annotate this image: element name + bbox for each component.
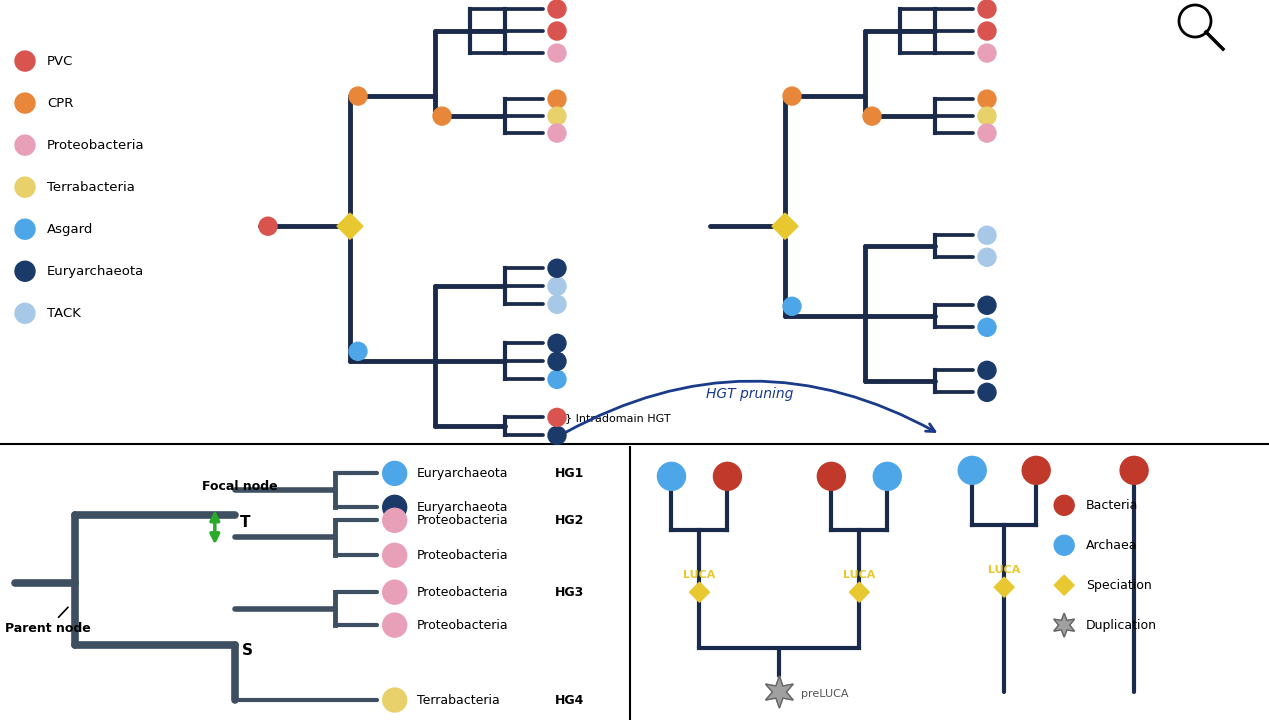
Text: Asgard: Asgard	[47, 222, 94, 235]
Polygon shape	[338, 213, 363, 239]
Circle shape	[383, 580, 406, 604]
FancyArrowPatch shape	[565, 381, 935, 433]
Text: HGT pruning: HGT pruning	[707, 387, 793, 401]
Circle shape	[15, 93, 36, 113]
Polygon shape	[1055, 575, 1074, 595]
Polygon shape	[689, 582, 709, 602]
Polygon shape	[765, 676, 793, 708]
Circle shape	[15, 135, 36, 155]
Text: } Intradomain HGT: } Intradomain HGT	[565, 413, 670, 423]
Text: HG4: HG4	[555, 693, 585, 706]
Text: PVC: PVC	[47, 55, 74, 68]
Text: TACK: TACK	[47, 307, 81, 320]
Circle shape	[978, 248, 996, 266]
Circle shape	[1121, 456, 1148, 485]
Text: Proteobacteria: Proteobacteria	[416, 549, 509, 562]
Circle shape	[978, 90, 996, 108]
Polygon shape	[849, 582, 869, 602]
Circle shape	[657, 462, 685, 490]
Text: preLUCA: preLUCA	[801, 689, 849, 699]
Polygon shape	[772, 213, 798, 239]
Circle shape	[978, 22, 996, 40]
Text: Terrabacteria: Terrabacteria	[416, 693, 500, 706]
Circle shape	[978, 0, 996, 18]
Text: Duplication: Duplication	[1086, 618, 1157, 631]
Circle shape	[548, 259, 566, 277]
Circle shape	[978, 226, 996, 244]
Circle shape	[978, 124, 996, 142]
Circle shape	[383, 688, 406, 712]
Circle shape	[548, 44, 566, 62]
Circle shape	[1055, 495, 1074, 516]
Circle shape	[978, 296, 996, 315]
Circle shape	[548, 277, 566, 295]
Circle shape	[548, 90, 566, 108]
Text: S: S	[242, 643, 253, 658]
Circle shape	[259, 217, 277, 235]
Circle shape	[15, 261, 36, 282]
Circle shape	[383, 544, 406, 567]
Circle shape	[548, 295, 566, 313]
Circle shape	[783, 87, 801, 105]
Circle shape	[548, 124, 566, 142]
Text: LUCA: LUCA	[843, 570, 876, 580]
Circle shape	[978, 107, 996, 125]
Circle shape	[548, 426, 566, 444]
Circle shape	[548, 0, 566, 18]
Circle shape	[548, 408, 566, 426]
Circle shape	[817, 462, 845, 490]
Text: Parent node: Parent node	[5, 607, 91, 635]
Text: HG2: HG2	[555, 514, 585, 527]
Text: LUCA: LUCA	[989, 565, 1020, 575]
Text: Archaea: Archaea	[1086, 539, 1137, 552]
Circle shape	[349, 87, 367, 105]
Circle shape	[548, 22, 566, 40]
Circle shape	[978, 318, 996, 336]
Text: Terrabacteria: Terrabacteria	[47, 181, 135, 194]
Circle shape	[383, 495, 406, 519]
Circle shape	[873, 462, 901, 490]
Circle shape	[15, 303, 36, 323]
Polygon shape	[1053, 613, 1075, 637]
Text: LUCA: LUCA	[683, 570, 716, 580]
Text: Proteobacteria: Proteobacteria	[416, 618, 509, 631]
Text: Proteobacteria: Proteobacteria	[47, 139, 145, 152]
Circle shape	[15, 219, 36, 239]
Circle shape	[978, 383, 996, 401]
Circle shape	[863, 107, 881, 125]
Circle shape	[1192, 15, 1200, 25]
Circle shape	[548, 352, 566, 370]
Text: Proteobacteria: Proteobacteria	[416, 585, 509, 599]
Circle shape	[349, 342, 367, 360]
Circle shape	[1023, 456, 1051, 485]
Text: HG3: HG3	[556, 585, 585, 599]
Circle shape	[713, 462, 741, 490]
Text: Focal node: Focal node	[202, 480, 278, 493]
Circle shape	[383, 462, 406, 485]
Text: CPR: CPR	[47, 96, 74, 109]
Circle shape	[1055, 535, 1074, 555]
Text: Euryarchaeota: Euryarchaeota	[416, 467, 508, 480]
Text: Bacteria: Bacteria	[1086, 499, 1138, 512]
Text: T: T	[240, 516, 250, 531]
Circle shape	[548, 334, 566, 352]
Text: Proteobacteria: Proteobacteria	[416, 514, 509, 527]
Circle shape	[783, 297, 801, 315]
Text: Euryarchaeota: Euryarchaeota	[416, 501, 508, 514]
Circle shape	[433, 107, 450, 125]
Circle shape	[978, 44, 996, 62]
Text: Speciation: Speciation	[1086, 579, 1152, 592]
Circle shape	[548, 107, 566, 125]
Circle shape	[15, 177, 36, 197]
Circle shape	[978, 361, 996, 379]
Circle shape	[383, 613, 406, 637]
Circle shape	[383, 508, 406, 532]
Text: HG1: HG1	[555, 467, 585, 480]
Polygon shape	[994, 577, 1014, 597]
Circle shape	[15, 51, 36, 71]
Circle shape	[958, 456, 986, 485]
Circle shape	[548, 370, 566, 388]
Text: Euryarchaeota: Euryarchaeota	[47, 265, 145, 278]
